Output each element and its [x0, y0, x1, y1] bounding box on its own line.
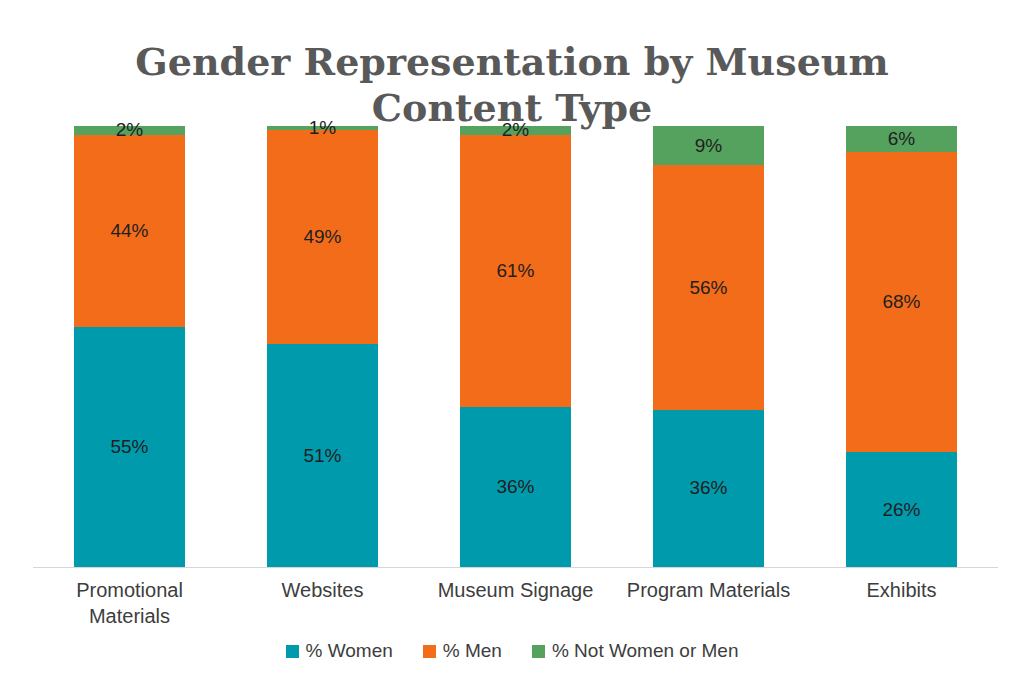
stacked-bar: 1% 49% 51%: [267, 126, 378, 567]
legend-swatch-icon: [423, 645, 436, 658]
stacked-bar: 9% 56% 36%: [653, 126, 764, 567]
data-label: 2%: [74, 120, 185, 140]
bar-column-3: 2% 61% 36%: [419, 126, 612, 567]
bar-segment: 56%: [653, 165, 764, 410]
chart-title-line-1: Gender Representation by Museum: [0, 39, 1024, 85]
data-label: 36%: [653, 478, 764, 498]
data-label: 49%: [267, 227, 378, 247]
legend-item: % Men: [423, 640, 502, 662]
category-label-text: Websites: [282, 577, 364, 603]
bar-segment: 44%: [74, 135, 185, 327]
bar-segment: 2%: [74, 126, 185, 135]
legend-item: % Women: [286, 640, 393, 662]
data-label: 36%: [460, 477, 571, 497]
legend-swatch-icon: [532, 645, 545, 658]
bar-segment: 36%: [460, 407, 571, 567]
category-label: Promotional Materials: [33, 577, 226, 629]
stacked-bar: 6% 68% 26%: [846, 126, 957, 567]
data-label: 51%: [267, 446, 378, 466]
bar-segment: 49%: [267, 130, 378, 344]
stacked-bar: 2% 44% 55%: [74, 126, 185, 567]
legend: % Women % Men % Not Women or Men: [0, 640, 1024, 662]
category-label-text: Program Materials: [627, 577, 790, 603]
plot-area: 2% 44% 55% 1% 49% 51% 2% 61% 36% 9% 56% 36% 6% 68% 26%: [33, 126, 998, 568]
bar-segment: 6%: [846, 126, 957, 152]
data-label: 6%: [846, 129, 957, 149]
data-label: 55%: [74, 437, 185, 457]
legend-item: % Not Women or Men: [532, 640, 739, 662]
data-label: 1%: [267, 118, 378, 138]
legend-label: % Women: [306, 640, 393, 662]
category-label-text: Exhibits: [866, 577, 936, 603]
bar-segment: 51%: [267, 344, 378, 567]
legend-label: % Men: [443, 640, 502, 662]
chart-title: Gender Representation by Museum Content …: [0, 39, 1024, 131]
category-label: Exhibits: [805, 577, 998, 629]
bar-segment: 2%: [460, 126, 571, 135]
legend-label: % Not Women or Men: [552, 640, 739, 662]
category-axis: Promotional Materials Websites Museum Sign…: [33, 577, 998, 629]
bar-segment: 1%: [267, 126, 378, 130]
bar-column-1: 2% 44% 55%: [33, 126, 226, 567]
legend-swatch-icon: [286, 645, 299, 658]
category-label: Program Materials: [612, 577, 805, 629]
data-label: 61%: [460, 261, 571, 281]
bar-segment: 9%: [653, 126, 764, 165]
bar-segment: 68%: [846, 152, 957, 452]
bar-column-2: 1% 49% 51%: [226, 126, 419, 567]
bar-column-5: 6% 68% 26%: [805, 126, 998, 567]
chart-page: Gender Representation by Museum Content …: [0, 0, 1024, 688]
stacked-bar: 2% 61% 36%: [460, 126, 571, 567]
category-label: Museum Signage: [419, 577, 612, 629]
category-label-text: Museum Signage: [438, 577, 594, 603]
bar-segment: 26%: [846, 452, 957, 567]
data-label: 56%: [653, 278, 764, 298]
bar-segment: 36%: [653, 410, 764, 567]
data-label: 9%: [653, 136, 764, 156]
category-label: Websites: [226, 577, 419, 629]
data-label: 26%: [846, 500, 957, 520]
bar-column-4: 9% 56% 36%: [612, 126, 805, 567]
bar-segment: 61%: [460, 135, 571, 407]
data-label: 68%: [846, 292, 957, 312]
data-label: 44%: [74, 221, 185, 241]
data-label: 2%: [460, 120, 571, 140]
category-label-text: Promotional Materials: [45, 577, 215, 629]
bar-segment: 55%: [74, 327, 185, 567]
